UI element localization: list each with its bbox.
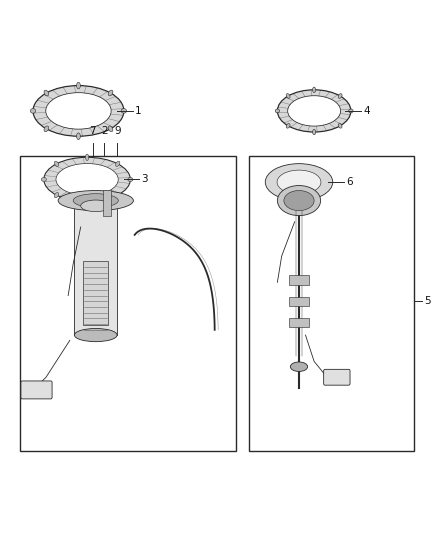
- Ellipse shape: [77, 82, 80, 89]
- Ellipse shape: [277, 90, 351, 132]
- Ellipse shape: [85, 198, 89, 205]
- FancyBboxPatch shape: [21, 381, 52, 399]
- Ellipse shape: [275, 109, 279, 113]
- Ellipse shape: [284, 191, 314, 211]
- Ellipse shape: [33, 86, 124, 136]
- FancyBboxPatch shape: [103, 190, 111, 216]
- Text: 1: 1: [134, 106, 141, 116]
- Ellipse shape: [54, 192, 59, 198]
- Ellipse shape: [277, 170, 321, 194]
- Text: 9: 9: [114, 126, 121, 136]
- Ellipse shape: [30, 109, 36, 113]
- Text: 3: 3: [141, 174, 148, 184]
- Ellipse shape: [44, 126, 49, 132]
- Ellipse shape: [121, 109, 127, 113]
- Text: 6: 6: [346, 177, 353, 187]
- FancyBboxPatch shape: [74, 206, 117, 335]
- Ellipse shape: [286, 94, 290, 98]
- FancyBboxPatch shape: [20, 156, 236, 451]
- Ellipse shape: [44, 90, 49, 96]
- Ellipse shape: [313, 87, 316, 93]
- FancyBboxPatch shape: [290, 318, 308, 327]
- Ellipse shape: [81, 200, 111, 212]
- Ellipse shape: [54, 161, 59, 166]
- Ellipse shape: [85, 154, 89, 160]
- Ellipse shape: [56, 164, 118, 196]
- Ellipse shape: [73, 193, 118, 207]
- Ellipse shape: [41, 177, 46, 181]
- Ellipse shape: [277, 185, 321, 216]
- Ellipse shape: [349, 109, 353, 113]
- Ellipse shape: [58, 191, 134, 211]
- Ellipse shape: [265, 164, 333, 200]
- Ellipse shape: [338, 94, 342, 98]
- Ellipse shape: [77, 133, 80, 140]
- Ellipse shape: [108, 126, 113, 132]
- Ellipse shape: [313, 130, 316, 135]
- FancyBboxPatch shape: [290, 296, 308, 306]
- FancyBboxPatch shape: [290, 276, 308, 285]
- Text: 4: 4: [363, 106, 370, 116]
- Ellipse shape: [338, 124, 342, 128]
- Ellipse shape: [44, 157, 131, 201]
- Ellipse shape: [46, 93, 111, 129]
- Text: 7: 7: [89, 126, 96, 136]
- Text: 2: 2: [101, 126, 108, 136]
- Ellipse shape: [286, 124, 290, 128]
- FancyBboxPatch shape: [249, 156, 413, 451]
- Ellipse shape: [116, 161, 120, 166]
- Ellipse shape: [290, 362, 307, 372]
- Ellipse shape: [116, 192, 120, 198]
- FancyBboxPatch shape: [324, 369, 350, 385]
- FancyBboxPatch shape: [83, 261, 108, 325]
- Ellipse shape: [128, 177, 133, 181]
- Text: 5: 5: [424, 296, 431, 306]
- Ellipse shape: [108, 90, 113, 96]
- Ellipse shape: [288, 96, 341, 126]
- Ellipse shape: [74, 328, 117, 342]
